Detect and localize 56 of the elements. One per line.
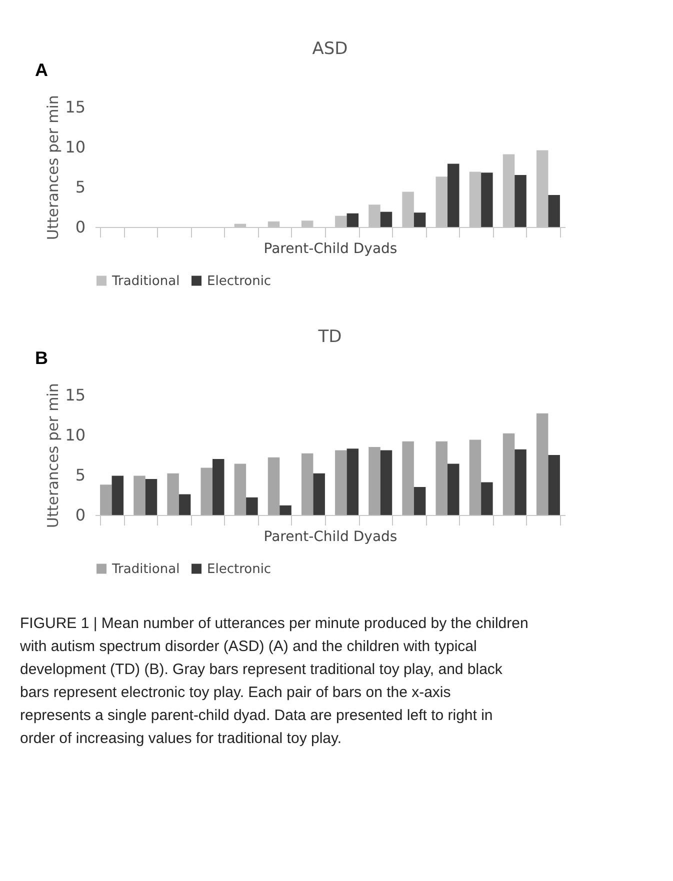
bar [178, 494, 191, 515]
legend-label: Electronic [207, 562, 272, 577]
legend-label: Electronic [207, 274, 272, 289]
bar [481, 482, 493, 515]
x-axis-title: Parent-Child Dyads [264, 529, 398, 545]
bar [134, 476, 146, 515]
y-tick-label: 15 [65, 98, 86, 116]
bar [414, 212, 426, 227]
bar [402, 441, 414, 515]
chart-title: ASD [312, 39, 348, 59]
y-tick-label: 0 [75, 218, 86, 236]
bar [368, 447, 380, 515]
bar [313, 473, 325, 515]
bar [514, 175, 526, 227]
x-axis-title: Parent-Child Dyads [264, 241, 398, 257]
bar [502, 433, 515, 515]
y-tick-label: 10 [65, 426, 86, 444]
bar [514, 449, 526, 515]
bar [469, 440, 482, 515]
bar [548, 455, 560, 515]
bar [380, 450, 392, 515]
bar [335, 450, 347, 515]
bar [280, 505, 292, 515]
y-tick-label: 15 [65, 386, 86, 404]
y-tick-label: 5 [75, 178, 86, 196]
bar [200, 468, 212, 515]
caption: FIGURE 1 | Mean number of utterances per minute produced by the children with autism spectrum disorder (ASD) (A) and the children with typical development (TD) (B). Gray bars represent traditional toy play, and black bars represent electronic toy play. Each pair of bars on the x-axis represents a single parent-child dyad. Data are presented left to right in order of increasing values for traditional toy play. [19, 615, 528, 747]
y-axis-title: Utterances per min [44, 95, 62, 240]
y-tick-label: 5 [75, 466, 86, 484]
bar [448, 464, 460, 515]
legend-label: Traditional [111, 562, 180, 577]
bar [145, 479, 158, 515]
bar [100, 484, 112, 515]
bar [268, 457, 280, 515]
bar [212, 459, 224, 515]
legend-label: Traditional [111, 274, 180, 289]
text: A [35, 60, 48, 80]
text: B [35, 348, 48, 368]
bar [414, 487, 426, 515]
bar [481, 172, 493, 227]
bar [167, 473, 179, 515]
bar [246, 497, 258, 515]
y-tick-label: 10 [65, 138, 86, 156]
bar [346, 213, 359, 227]
bar [548, 195, 560, 227]
bar [234, 464, 246, 515]
bar [346, 448, 359, 515]
bar [448, 164, 460, 227]
bar [536, 413, 548, 515]
bar [436, 441, 448, 515]
y-axis-title: Utterances per min [44, 383, 62, 528]
bar [112, 476, 124, 515]
bar [301, 453, 314, 515]
bar [380, 212, 392, 227]
y-tick-label: 0 [75, 506, 86, 524]
chart-title: TD [317, 327, 342, 347]
